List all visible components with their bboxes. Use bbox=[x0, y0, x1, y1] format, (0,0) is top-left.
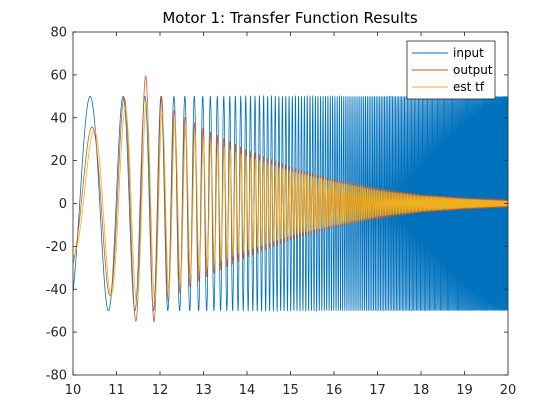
y-tick-label: 20 bbox=[50, 154, 67, 169]
x-tick-label: 10 bbox=[65, 383, 82, 398]
y-tick-label: -80 bbox=[46, 369, 67, 384]
x-tick-label: 15 bbox=[282, 383, 299, 398]
plot-area: 10 11 12 13 14 15 16 17 18 19 20 -80 -60 -40 -20 0 20 40 6… bbox=[46, 26, 517, 399]
y-tick-label: -20 bbox=[46, 240, 67, 255]
y-tick-label: 0 bbox=[59, 197, 67, 212]
legend-label: input bbox=[453, 46, 484, 60]
x-tick-label: 18 bbox=[413, 383, 430, 398]
x-tick-label: 20 bbox=[500, 383, 517, 398]
y-tick-label: -40 bbox=[46, 283, 67, 298]
y-tick-label: 40 bbox=[50, 111, 67, 126]
y-tick-label: 60 bbox=[50, 68, 67, 83]
x-tick-label: 11 bbox=[108, 383, 125, 398]
chart-title: Motor 1: Transfer Function Results bbox=[162, 9, 417, 27]
x-tick-label: 14 bbox=[239, 383, 256, 398]
series-line-input bbox=[73, 94, 508, 313]
x-tick-label: 13 bbox=[195, 383, 212, 398]
legend-label: output bbox=[453, 63, 493, 77]
x-tick-label: 19 bbox=[456, 383, 473, 398]
x-tick-label: 17 bbox=[369, 383, 386, 398]
series-group bbox=[73, 75, 508, 323]
y-tick-label: -60 bbox=[46, 326, 67, 341]
y-tick-label: 80 bbox=[50, 26, 67, 41]
x-tick-label: 12 bbox=[152, 383, 169, 398]
series-line-est-tf bbox=[73, 100, 508, 304]
x-tick-label: 16 bbox=[326, 383, 343, 398]
legend-label: est tf bbox=[453, 80, 485, 94]
legend: input output est tf bbox=[406, 40, 496, 100]
